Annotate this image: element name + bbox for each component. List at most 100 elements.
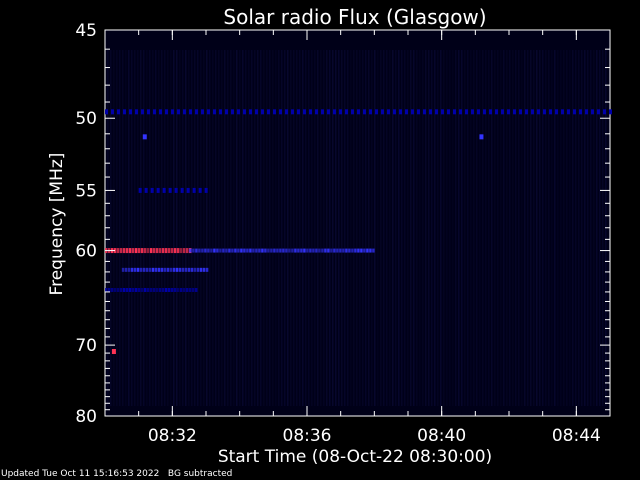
noise-stripe xyxy=(188,50,190,406)
noise-stripe xyxy=(509,50,511,406)
noise-stripe xyxy=(404,50,406,406)
band-dot xyxy=(129,109,132,115)
band-segment xyxy=(297,248,300,253)
band-segment xyxy=(108,287,111,292)
band-segment xyxy=(120,248,123,254)
band-segment xyxy=(132,287,135,292)
noise-stripe xyxy=(365,50,367,406)
noise-stripe xyxy=(428,50,430,406)
band-segment xyxy=(156,287,159,292)
band-segment xyxy=(165,248,168,254)
band-segment xyxy=(177,287,180,292)
band-dot xyxy=(399,109,402,115)
band-dot xyxy=(261,109,264,115)
band-dot xyxy=(309,109,312,115)
noise-stripe xyxy=(551,50,553,406)
band-segment xyxy=(294,248,297,253)
band-dot xyxy=(447,109,450,115)
burst-dot xyxy=(479,134,484,140)
noise-stripe xyxy=(458,50,460,406)
noise-stripe xyxy=(302,50,304,406)
noise-stripe xyxy=(470,50,472,406)
noise-stripe xyxy=(512,50,514,406)
noise-stripe xyxy=(326,50,328,406)
x-tick-label: 08:32 xyxy=(148,426,197,446)
band-dot xyxy=(429,109,432,115)
noise-stripe xyxy=(602,50,604,406)
noise-stripe xyxy=(392,50,394,406)
band-segment xyxy=(189,287,192,292)
noise-stripe xyxy=(482,50,484,406)
noise-stripe xyxy=(557,50,559,406)
band-segment xyxy=(366,248,369,253)
band-dot xyxy=(423,109,426,115)
band-segment xyxy=(135,287,138,292)
noise-stripe xyxy=(296,50,298,406)
band-segment xyxy=(123,287,126,292)
noise-stripe xyxy=(416,50,418,406)
band-dot xyxy=(156,187,160,193)
noise-stripe xyxy=(440,50,442,406)
band-segment xyxy=(135,248,138,254)
noise-stripe xyxy=(494,50,496,406)
noise-stripe xyxy=(341,50,343,406)
band-segment xyxy=(163,267,167,272)
band-segment xyxy=(243,248,246,253)
noise-stripe xyxy=(257,50,259,406)
noise-stripe xyxy=(278,50,280,406)
noise-stripe xyxy=(572,50,574,406)
band-dot xyxy=(150,187,154,193)
noise-stripe xyxy=(422,50,424,406)
noise-stripe xyxy=(287,50,289,406)
y-tick-label: 55 xyxy=(75,181,97,201)
noise-stripe xyxy=(332,50,334,406)
band-segment xyxy=(117,287,120,292)
noise-stripe xyxy=(293,50,295,406)
band-segment xyxy=(186,287,189,292)
band-segment xyxy=(204,248,207,253)
band-dot xyxy=(303,109,306,115)
band-dot xyxy=(609,109,612,115)
band-segment xyxy=(181,267,185,272)
band-segment xyxy=(189,248,192,253)
band-segment xyxy=(240,248,243,253)
band-segment xyxy=(195,248,198,253)
band-segment xyxy=(132,248,135,254)
noise-stripe xyxy=(122,50,124,406)
band-dot xyxy=(387,109,390,115)
band-dot xyxy=(555,109,558,115)
noise-stripe xyxy=(548,50,550,406)
band-segment xyxy=(111,287,114,292)
band-dot xyxy=(195,109,198,115)
noise-stripe xyxy=(134,50,136,406)
noise-stripe xyxy=(599,50,601,406)
band-segment xyxy=(126,248,129,254)
noise-stripe xyxy=(389,50,391,406)
noise-stripe xyxy=(329,50,331,406)
burst-dot xyxy=(111,349,116,355)
noise-stripe xyxy=(536,50,538,406)
band-dot xyxy=(171,109,174,115)
band-dot xyxy=(198,187,202,193)
band-segment xyxy=(159,248,162,254)
noise-stripe xyxy=(227,50,229,406)
band-segment xyxy=(183,248,186,254)
band-dot xyxy=(105,109,108,115)
noise-stripe xyxy=(143,50,145,406)
noise-stripe xyxy=(155,50,157,406)
band-segment xyxy=(231,248,234,253)
band-segment xyxy=(369,248,372,253)
band-segment xyxy=(153,287,156,292)
noise-stripe xyxy=(125,50,127,406)
band-dot xyxy=(159,109,162,115)
band-dot xyxy=(153,109,156,115)
band-segment xyxy=(202,267,206,272)
band-dot xyxy=(267,109,270,115)
noise-stripe xyxy=(290,50,292,406)
band-dot xyxy=(591,109,594,115)
noise-stripe xyxy=(116,50,118,406)
band-segment xyxy=(186,248,189,254)
band-dot xyxy=(579,109,582,115)
band-dot xyxy=(180,187,184,193)
band-segment xyxy=(205,267,209,272)
